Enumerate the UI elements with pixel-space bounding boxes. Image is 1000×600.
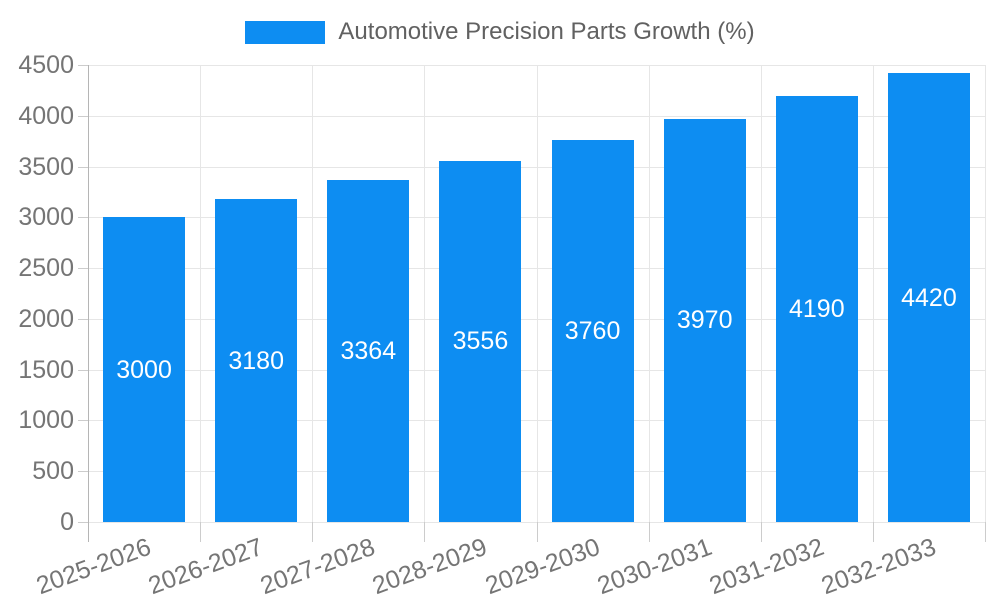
y-axis-tick-label: 1500	[18, 355, 74, 384]
x-axis-tick	[648, 522, 650, 542]
y-axis-tick	[78, 166, 88, 168]
legend-label: Automotive Precision Parts Growth (%)	[338, 18, 755, 45]
bar-2026-2027[interactable]	[215, 199, 298, 522]
x-axis-tick	[760, 522, 762, 542]
x-axis-tick	[424, 522, 426, 542]
y-axis-tick	[78, 268, 88, 270]
y-axis-tick	[78, 420, 88, 422]
y-axis-tick	[78, 318, 88, 320]
y-axis-tick	[78, 522, 88, 523]
bar-2030-2031[interactable]	[663, 118, 746, 522]
y-axis-tick-label: 4500	[18, 51, 74, 79]
x-axis-tick	[312, 522, 314, 542]
x-gridline	[872, 65, 874, 522]
bar-2029-2030[interactable]	[551, 140, 634, 522]
x-axis-tick	[872, 522, 874, 542]
x-gridline	[200, 65, 202, 522]
y-axis-tick-label: 2500	[18, 254, 74, 283]
x-axis-tick	[536, 522, 538, 542]
y-axis-tick	[78, 471, 88, 473]
y-axis-tick	[78, 369, 88, 371]
y-axis-tick-label: 500	[32, 457, 74, 486]
x-gridline	[648, 65, 650, 522]
y-axis-tick-label: 3500	[18, 152, 74, 181]
x-gridline	[312, 65, 314, 522]
bar-2027-2028[interactable]	[327, 180, 410, 522]
x-gridline	[536, 65, 538, 522]
y-axis-line	[88, 65, 89, 542]
bar-2025-2026[interactable]	[103, 217, 186, 522]
y-axis-tick-label: 2000	[18, 304, 74, 333]
x-axis-tick	[985, 522, 986, 542]
y-axis-tick	[78, 115, 88, 117]
legend-color-swatch	[245, 20, 326, 44]
x-gridline	[985, 65, 986, 522]
bar-2028-2029[interactable]	[439, 160, 522, 522]
y-axis-tick-label: 1000	[18, 406, 74, 435]
y-axis-tick-label: 3000	[18, 203, 74, 232]
y-axis-tick	[78, 217, 88, 219]
bar-2031-2032[interactable]	[775, 96, 858, 522]
x-gridline	[424, 65, 426, 522]
x-axis-tick	[200, 522, 202, 542]
plot-area: 3000 3180 3364 3556 3760 3970 4190 4420	[88, 65, 986, 542]
y-axis-tick	[78, 65, 88, 66]
chart-legend: Automotive Precision Parts Growth (%)	[0, 18, 1000, 46]
x-gridline	[760, 65, 762, 522]
y-axis-tick-label: 4000	[18, 101, 74, 130]
y-axis-tick-label: 0	[60, 508, 74, 536]
bar-2032-2033[interactable]	[887, 73, 970, 522]
